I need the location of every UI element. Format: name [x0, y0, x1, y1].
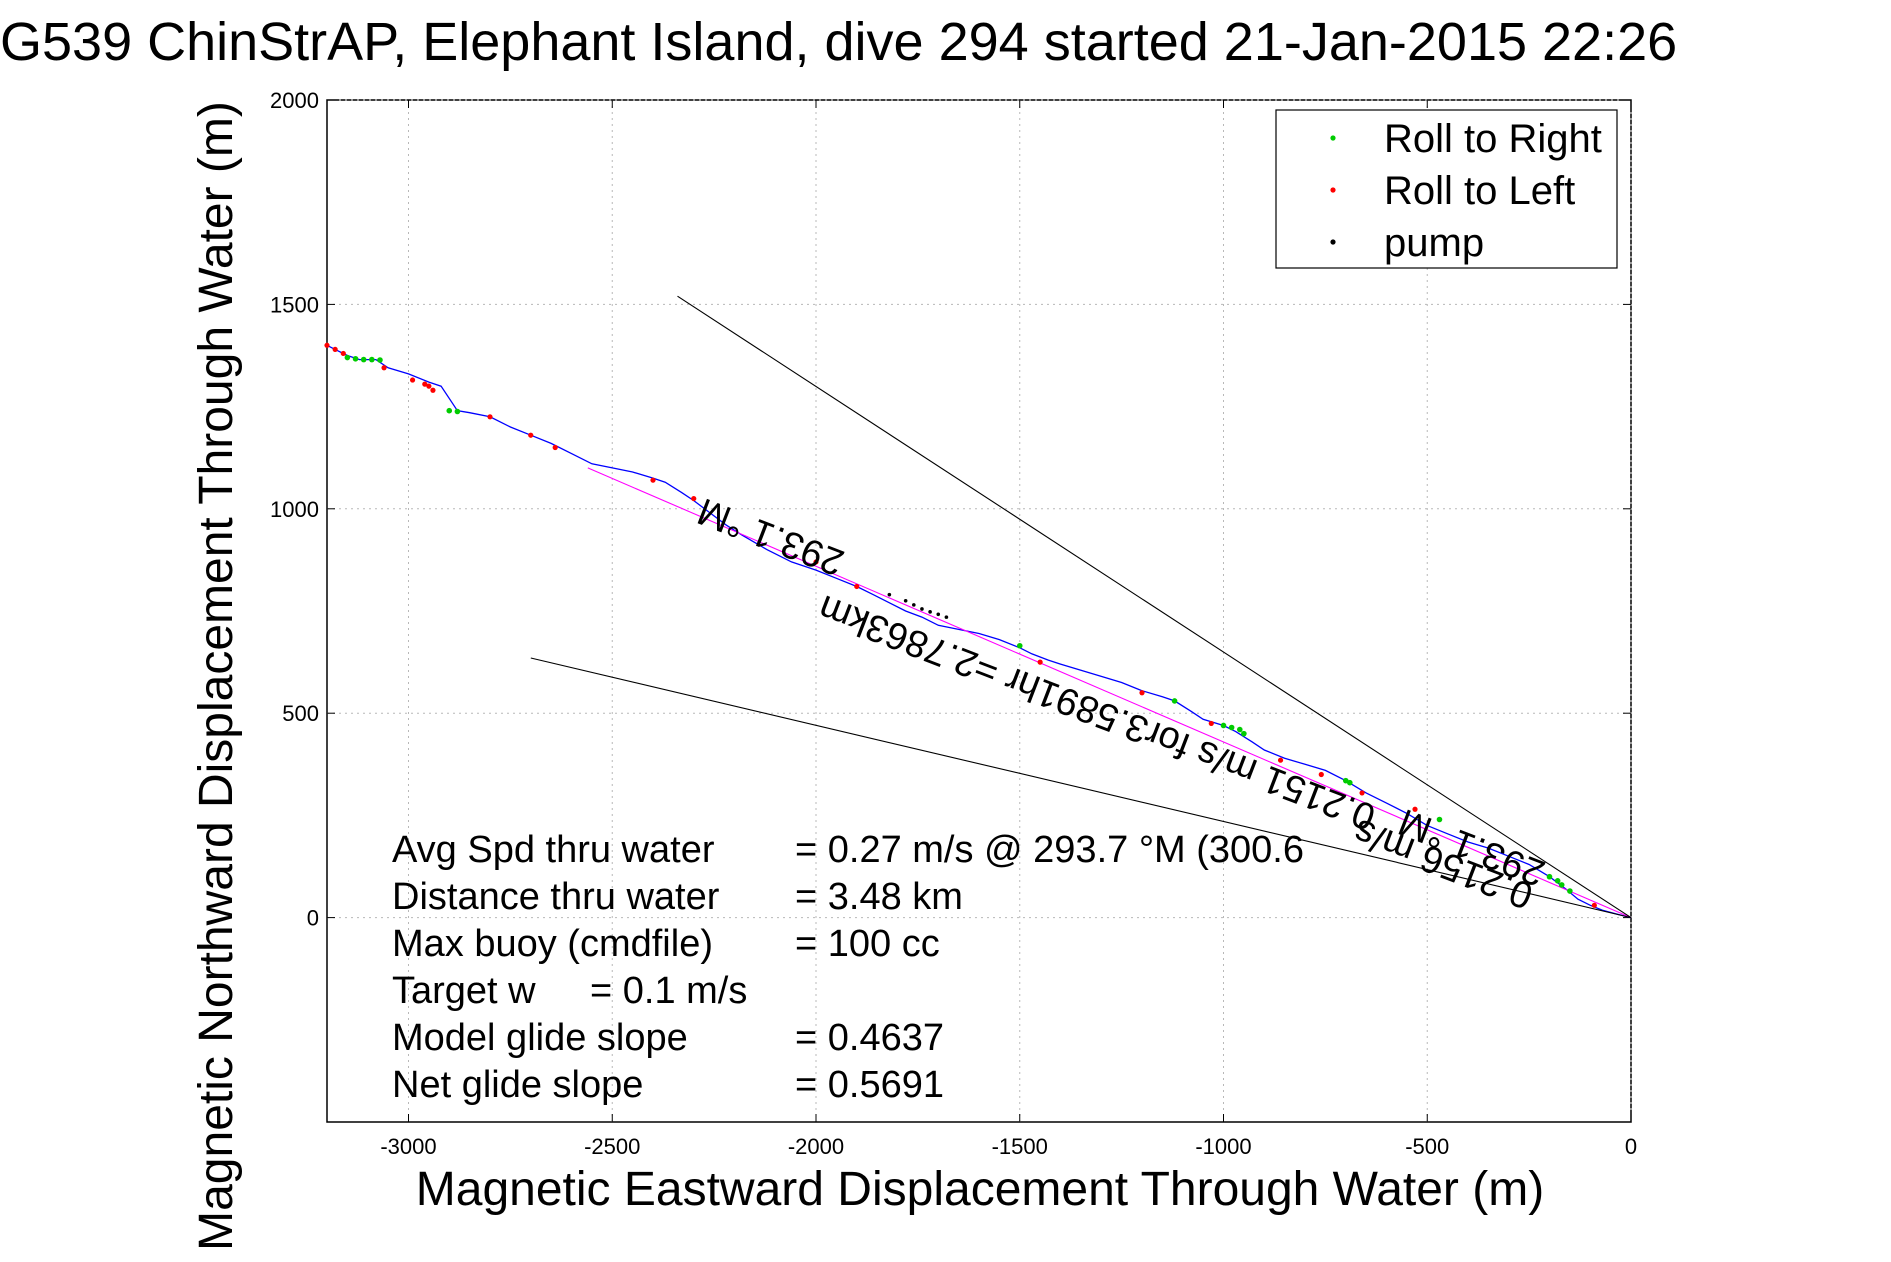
- stat-value: = 3.48 km: [795, 876, 963, 918]
- y-axis-ticks: 0 500 1000 1500 2000: [270, 88, 1631, 931]
- roll-right-point: [1171, 698, 1178, 704]
- roll-right-point: [369, 356, 375, 363]
- roll-right-point: [1016, 642, 1023, 649]
- roll-right-point: [446, 407, 453, 414]
- series-line: [587, 467, 1632, 919]
- roll-left-point: [1318, 771, 1324, 778]
- roll-left-point: [1037, 659, 1043, 665]
- roll-left-point: [1277, 757, 1284, 763]
- roll-right-point: [1220, 722, 1227, 729]
- track-annotation: 293.1 °M: [692, 489, 849, 583]
- chart-title: G539 ChinStrAP, Elephant Island, dive 29…: [0, 12, 1677, 72]
- x-tick-label: -1000: [1195, 1134, 1251, 1159]
- roll-left-point: [426, 383, 432, 389]
- pump-point: [936, 612, 941, 617]
- pump-point: [887, 592, 892, 597]
- roll-left-point: [854, 583, 860, 590]
- roll-right-point: [1237, 726, 1243, 733]
- legend-label: Roll to Right: [1384, 117, 1602, 161]
- roll-left-point: [813, 559, 819, 565]
- roll-left-point: [422, 381, 428, 387]
- stat-label: Model glide slope: [392, 1017, 688, 1059]
- legend: Roll to Right Roll to Left pump: [1275, 109, 1618, 269]
- roll-left-point: [430, 387, 436, 393]
- roll-right-point: [360, 356, 367, 363]
- y-tick-label: 1500: [270, 292, 319, 317]
- series-line: [326, 344, 1632, 919]
- roll-left-point: [691, 495, 697, 502]
- stat-value: = 100 cc: [795, 923, 940, 965]
- stat-value: = 0.1 m/s: [590, 970, 747, 1012]
- legend-marker: [1330, 187, 1336, 193]
- roll-right-point: [1436, 816, 1443, 823]
- series-lines: [326, 295, 1632, 919]
- roll-left-point: [340, 350, 346, 357]
- x-tick-label: -2500: [584, 1134, 640, 1159]
- roll-right-point: [1347, 779, 1353, 786]
- roll-right-point: [344, 354, 351, 361]
- stat-value: = 0.27 m/s @ 293.7 °M (300.6: [795, 829, 1304, 871]
- track-annotation: 0.2151 m/s for3.5891hr =2.7863km: [813, 586, 1381, 838]
- roll-right-point: [1228, 724, 1235, 731]
- pump-point: [944, 615, 949, 619]
- roll-and-pump-points: [324, 342, 1597, 908]
- roll-left-point: [409, 377, 416, 383]
- stat-label: Distance thru water: [392, 876, 720, 918]
- legend-marker: [1330, 239, 1336, 245]
- roll-left-point: [1591, 902, 1597, 908]
- roll-left-point: [487, 414, 493, 420]
- x-tick-label: -3000: [380, 1134, 436, 1159]
- roll-left-point: [324, 342, 330, 348]
- roll-right-point: [352, 355, 359, 362]
- y-tick-label: 500: [282, 701, 319, 726]
- roll-left-point: [381, 365, 387, 371]
- grid-lines: [327, 99, 1632, 1122]
- stat-label: Net glide slope: [392, 1064, 643, 1106]
- legend-label: Roll to Left: [1384, 169, 1575, 213]
- roll-right-point: [1567, 888, 1573, 894]
- stat-label: Avg Spd thru water: [392, 829, 715, 871]
- stat-label: Max buoy (cmdfile): [392, 923, 713, 965]
- roll-left-point: [528, 432, 534, 438]
- roll-right-point: [1546, 873, 1553, 880]
- roll-right-point: [1554, 878, 1561, 884]
- x-tick-label: 0: [1625, 1134, 1637, 1159]
- roll-right-point: [1558, 882, 1565, 888]
- roll-left-point: [1359, 790, 1365, 796]
- stat-value: = 0.5691: [795, 1064, 944, 1106]
- legend-marker: [1330, 135, 1336, 141]
- y-tick-label: 0: [307, 906, 319, 931]
- pump-point: [920, 607, 924, 611]
- x-axis-label: Magnetic Eastward Displacement Through W…: [416, 1163, 1544, 1216]
- roll-right-point: [377, 357, 383, 363]
- roll-left-point: [552, 444, 558, 451]
- y-tick-label: 1000: [270, 497, 319, 522]
- dive-statistics: Avg Spd thru water = 0.27 m/s @ 293.7 °M …: [392, 829, 1304, 1106]
- pump-point: [928, 610, 932, 614]
- roll-left-point: [1412, 806, 1418, 812]
- x-axis-ticks: -3000 -2500 -2000 -1500 -1000 -500 0: [380, 100, 1637, 1159]
- x-tick-label: -1500: [992, 1134, 1048, 1159]
- roll-right-point: [454, 408, 461, 415]
- roll-left-point: [1208, 720, 1214, 727]
- stat-value: = 0.4637: [795, 1017, 944, 1059]
- roll-right-point: [1241, 730, 1247, 737]
- stat-label: Target w: [392, 970, 536, 1012]
- roll-left-point: [1139, 690, 1145, 696]
- legend-label: pump: [1384, 221, 1484, 265]
- x-tick-label: -2000: [788, 1134, 844, 1159]
- pump-point: [903, 598, 908, 603]
- x-tick-label: -500: [1405, 1134, 1449, 1159]
- y-axis-label: Magnetic Northward Displacement Through …: [190, 101, 243, 1251]
- series-line: [677, 295, 1632, 919]
- roll-left-point: [650, 477, 656, 483]
- series-line: [530, 657, 1632, 919]
- pump-point: [912, 603, 916, 607]
- y-tick-label: 2000: [270, 88, 319, 113]
- roll-left-point: [332, 346, 338, 352]
